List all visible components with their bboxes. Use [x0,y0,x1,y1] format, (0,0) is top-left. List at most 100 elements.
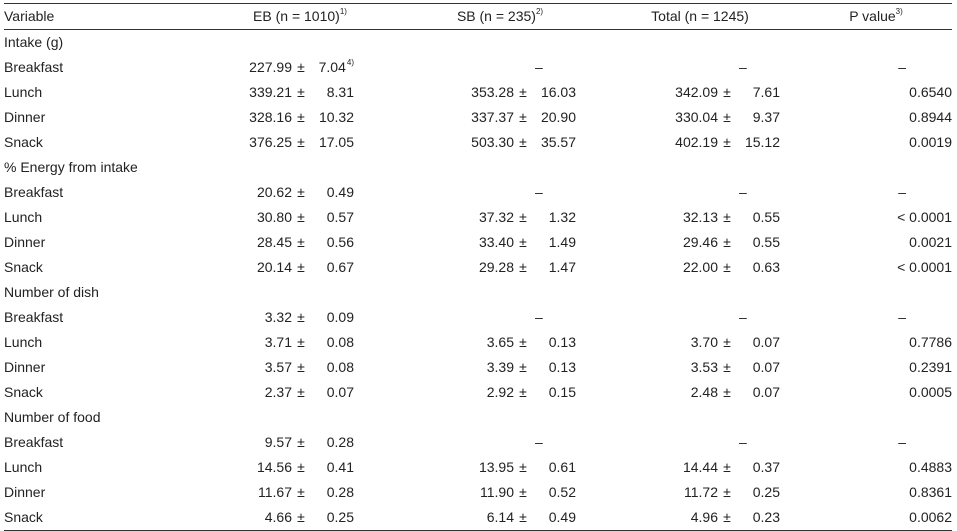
mean-sd: 376.25 ±17.05 [230,130,354,155]
mean-sd: 30.80 ±0.57 [230,205,354,230]
mean-sd: 2.48 ±0.07 [656,380,780,405]
mean-sd: 330.04 ±9.37 [656,105,780,130]
mean-sd: 11.90 ±0.52 [452,480,576,505]
sd-value: 1.32 [548,209,576,225]
sb-value-cell: 11.90 ±0.52 [400,480,600,505]
mean-value: 2.48 [690,384,718,400]
mean-sd: 14.56 ±0.41 [230,455,354,480]
plus-minus-symbol: ± [297,109,305,125]
mean-sd: 3.65 ±0.13 [452,330,576,355]
total-value-cell: 32.13 ±0.55 [600,205,800,230]
table-row: Lunch 339.21 ±8.31 353.28 ±16.03 342.09 ±7.61 0… [4,80,952,105]
plus-minus-symbol: ± [297,459,305,475]
sd-value: 0.56 [326,234,354,250]
group-row: Number of dish [4,280,952,305]
table-row: Dinner 328.16 ±10.32 337.37 ±20.90 330.04 ±9.3… [4,105,952,130]
p-value-cell: < 0.0001 [897,259,952,275]
plus-minus-symbol: ± [723,334,731,350]
p-value-cell: 0.0019 [909,134,952,150]
table-row: Snack 4.66 ±0.25 6.14 ±0.49 4.96 ±0.23 0.0062 [4,505,952,531]
mean-value: 14.44 [682,459,718,475]
sd-value: 0.08 [326,359,354,375]
mean-value: 14.56 [256,459,292,475]
sd-value: 0.49 [548,509,576,525]
plus-minus-symbol: ± [297,434,305,450]
plus-minus-symbol: ± [723,109,731,125]
p-value-cell: – [898,434,906,450]
row-label: Lunch [4,334,43,350]
header-eb-footnote: 1) [339,7,347,17]
eb-value-cell: 3.71 ±0.08 [200,330,400,355]
header-sb-footnote: 2) [535,7,544,17]
plus-minus-symbol: ± [723,384,731,400]
table-row: Breakfast 227.99 ±7.044) – – – [4,55,952,80]
mean-sd: 3.39 ±0.13 [452,355,576,380]
sb-dash-cell: – [535,309,543,325]
sd-value: 20.90 [540,109,576,125]
plus-minus-symbol: ± [723,84,731,100]
total-value-cell: 4.96 ±0.23 [600,505,800,531]
plus-minus-symbol: ± [723,509,731,525]
row-label: Snack [4,509,43,525]
p-value-cell: 0.6540 [909,84,952,100]
mean-sd: 29.28 ±1.47 [452,255,576,280]
plus-minus-symbol: ± [723,484,731,500]
p-value-cell: 0.0062 [909,509,952,525]
total-value-cell: 2.48 ±0.07 [600,380,800,405]
mean-sd: 20.14 ±0.67 [230,255,354,280]
sd-value: 16.03 [540,84,576,100]
sd-value: 1.49 [548,234,576,250]
header-sb: SB (n = 235)2) [456,7,544,24]
plus-minus-symbol: ± [723,459,731,475]
plus-minus-symbol: ± [723,134,731,150]
plus-minus-symbol: ± [519,259,527,275]
empty-cell [600,280,800,305]
row-label: Lunch [4,209,43,225]
p-value-cell: 0.0005 [909,384,952,400]
p-value-cell: < 0.0001 [897,209,952,225]
mean-value: 28.45 [256,234,292,250]
sd-value: 0.37 [752,459,780,475]
mean-sd: 13.95 ±0.61 [452,455,576,480]
plus-minus-symbol: ± [519,234,527,250]
row-label: Dinner [4,109,46,125]
sd-footnote: 4) [346,58,354,68]
eb-value-cell: 30.80 ±0.57 [200,205,400,230]
sd-value: 0.07 [752,384,780,400]
plus-minus-symbol: ± [723,259,731,275]
total-value-cell: 11.72 ±0.25 [600,480,800,505]
sd-value: 0.23 [752,509,780,525]
p-value-cell: 0.8361 [909,484,952,500]
mean-value: 11.67 [258,484,292,500]
mean-value: 20.14 [256,259,292,275]
mean-sd: 3.71 ±0.08 [230,330,354,355]
eb-value-cell: 2.37 ±0.07 [200,380,400,405]
sd-value: 17.05 [318,134,354,150]
empty-cell [800,30,952,56]
mean-value: 227.99 [249,59,292,75]
mean-sd: 503.30 ±35.57 [452,130,576,155]
sd-value: 0.25 [752,484,780,500]
table-row: Breakfast 9.57 ±0.28 – – – [4,430,952,455]
empty-cell [400,30,600,56]
plus-minus-symbol: ± [519,459,527,475]
meal-intake-table: Variable EB (n = 1010)1) SB (n = 235)2) … [4,3,952,531]
mean-value: 3.32 [264,309,292,325]
row-label: Snack [4,384,43,400]
mean-sd: 32.13 ±0.55 [656,205,780,230]
empty-cell [800,280,952,305]
eb-value-cell: 3.32 ±0.09 [200,305,400,330]
mean-sd: 29.46 ±0.55 [656,230,780,255]
mean-value: 3.53 [690,359,718,375]
row-label: Dinner [4,484,46,500]
table-row: Lunch 3.71 ±0.08 3.65 ±0.13 3.70 ±0.07 0.7786 [4,330,952,355]
sd-value: 15.12 [744,134,780,150]
sd-value: 0.07 [752,359,780,375]
mean-value: 3.70 [690,334,718,350]
plus-minus-symbol: ± [297,309,305,325]
row-label: Lunch [4,459,43,475]
sb-value-cell: 3.39 ±0.13 [400,355,600,380]
plus-minus-symbol: ± [297,359,305,375]
table-row: Dinner 28.45 ±0.56 33.40 ±1.49 29.46 ±0.55 0.00… [4,230,952,255]
sb-value-cell: 3.65 ±0.13 [400,330,600,355]
